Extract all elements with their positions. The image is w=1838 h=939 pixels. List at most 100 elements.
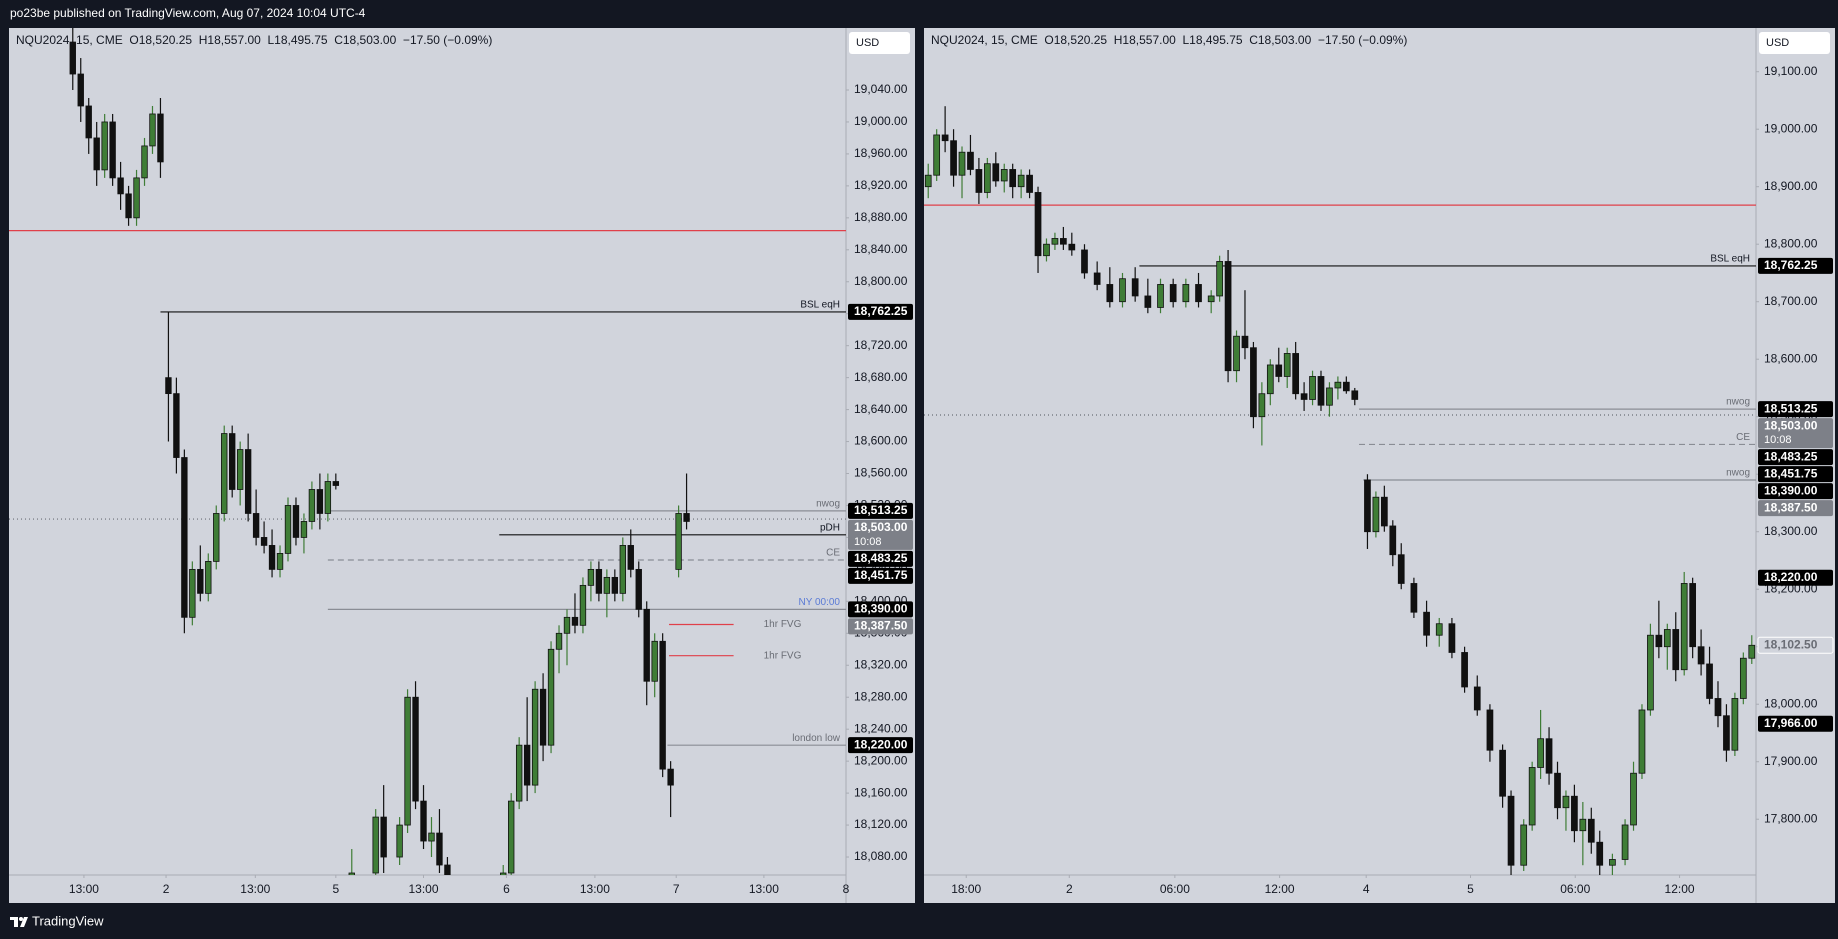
candle-body xyxy=(1435,623,1443,636)
x-tick-label: 12:00 xyxy=(1265,882,1295,896)
candle-body xyxy=(603,576,611,594)
candle-body xyxy=(1723,715,1730,751)
candle-body xyxy=(1009,169,1017,188)
candle-body xyxy=(555,632,563,650)
candle-body xyxy=(157,113,164,163)
x-tick-label: 5 xyxy=(332,882,339,896)
candle-body xyxy=(444,864,451,875)
candle-body xyxy=(619,545,626,594)
candle-body xyxy=(284,505,292,554)
candle-body xyxy=(1342,381,1350,392)
price-label-box xyxy=(848,618,913,635)
candle-body xyxy=(958,151,966,176)
x-tick-label: 12:00 xyxy=(1665,882,1695,896)
candle-body xyxy=(324,481,332,514)
candle-body xyxy=(587,568,595,586)
candle-body xyxy=(1144,295,1152,308)
candle-body xyxy=(1241,335,1249,349)
candle-body xyxy=(1017,174,1025,188)
candle-body xyxy=(420,800,427,842)
x-tick-label: 13:00 xyxy=(749,882,779,896)
price-label: 18,483.25 xyxy=(1764,449,1818,463)
candle-body xyxy=(967,151,974,170)
candle-body xyxy=(975,169,983,193)
y-tick-label: 18,600.00 xyxy=(1764,351,1818,365)
candle-body xyxy=(992,163,1000,182)
candle-body xyxy=(1545,738,1553,774)
y-tick-label: 18,900.00 xyxy=(1764,179,1818,193)
y-tick-label: 18,600.00 xyxy=(854,434,908,448)
level-label: 1hr FVG xyxy=(764,650,802,661)
candle-body xyxy=(1372,496,1380,533)
candle-body xyxy=(1397,554,1405,584)
level-label: NY 00:00 xyxy=(798,597,840,608)
candle-body xyxy=(1473,686,1481,711)
candle-body xyxy=(941,134,949,142)
candle-body xyxy=(1706,663,1713,699)
currency-label: USD xyxy=(856,37,879,49)
candle-body xyxy=(69,41,76,75)
level-label: CE xyxy=(1736,432,1750,443)
price-label: 18,451.75 xyxy=(854,568,908,582)
candle-body xyxy=(1579,818,1587,832)
price-label: 18,451.75 xyxy=(1764,466,1818,480)
candle-body xyxy=(1207,295,1215,303)
price-label-box xyxy=(848,601,913,618)
candle-body xyxy=(117,177,124,195)
candle-body xyxy=(1000,169,1008,182)
price-label: 18,503.00 xyxy=(854,520,908,534)
x-tick-label: 2 xyxy=(1066,882,1073,896)
candle-body xyxy=(1739,657,1747,699)
y-tick-label: 18,160.00 xyxy=(854,785,908,799)
candle-body xyxy=(924,174,932,188)
candle-body xyxy=(1621,824,1629,860)
candle-body xyxy=(1233,335,1240,372)
level-label: BSL eqH xyxy=(1710,254,1750,265)
candle-body xyxy=(1034,192,1042,257)
currency-box xyxy=(849,32,910,54)
price-label-box xyxy=(1758,418,1833,449)
candle-body xyxy=(1486,709,1494,751)
y-tick-label: 19,100.00 xyxy=(1764,64,1818,78)
y-tick-label: 17,900.00 xyxy=(1764,754,1818,768)
price-label-box xyxy=(1758,449,1833,466)
y-tick-label: 18,200.00 xyxy=(854,753,908,767)
candle-body xyxy=(1630,772,1637,826)
y-tick-label: 19,040.00 xyxy=(854,82,908,96)
y-tick-label: 18,920.00 xyxy=(854,178,908,192)
plot-area xyxy=(924,106,1756,875)
level-label: CE xyxy=(826,548,840,559)
price-label: 18,513.25 xyxy=(1764,401,1818,415)
x-tick-label: 13:00 xyxy=(408,882,438,896)
x-tick-label: 8 xyxy=(843,882,850,896)
candle-body xyxy=(667,768,674,786)
candle-body xyxy=(316,489,324,514)
level-label: nwog xyxy=(816,499,840,510)
y-tick-label: 18,720.00 xyxy=(854,338,908,352)
price-label: 18,483.25 xyxy=(854,551,908,565)
x-tick-label: 5 xyxy=(1467,882,1474,896)
candle-body xyxy=(348,872,355,875)
plot-area xyxy=(9,28,846,875)
candle-body xyxy=(675,513,682,570)
candle-body xyxy=(1748,644,1756,659)
y-tick-label: 18,320.00 xyxy=(854,657,908,671)
candle-body xyxy=(1317,376,1325,406)
candle-body xyxy=(1554,772,1561,809)
candle-body xyxy=(1520,824,1528,866)
candle-body xyxy=(1380,496,1388,527)
price-label-countdown: 10:08 xyxy=(854,536,882,548)
candle-body xyxy=(1672,629,1680,671)
candle-body xyxy=(1157,284,1164,308)
candle-body xyxy=(983,163,991,193)
candle-body xyxy=(611,576,619,594)
price-label: 18,102.50 xyxy=(1764,637,1818,651)
brand-logo xyxy=(10,917,28,927)
candle-body xyxy=(500,872,507,875)
candle-body xyxy=(221,433,228,514)
candle-body xyxy=(109,121,116,179)
x-tick-label: 13:00 xyxy=(240,882,270,896)
y-tick-label: 18,240.00 xyxy=(854,721,908,735)
candle-body xyxy=(1068,243,1076,251)
